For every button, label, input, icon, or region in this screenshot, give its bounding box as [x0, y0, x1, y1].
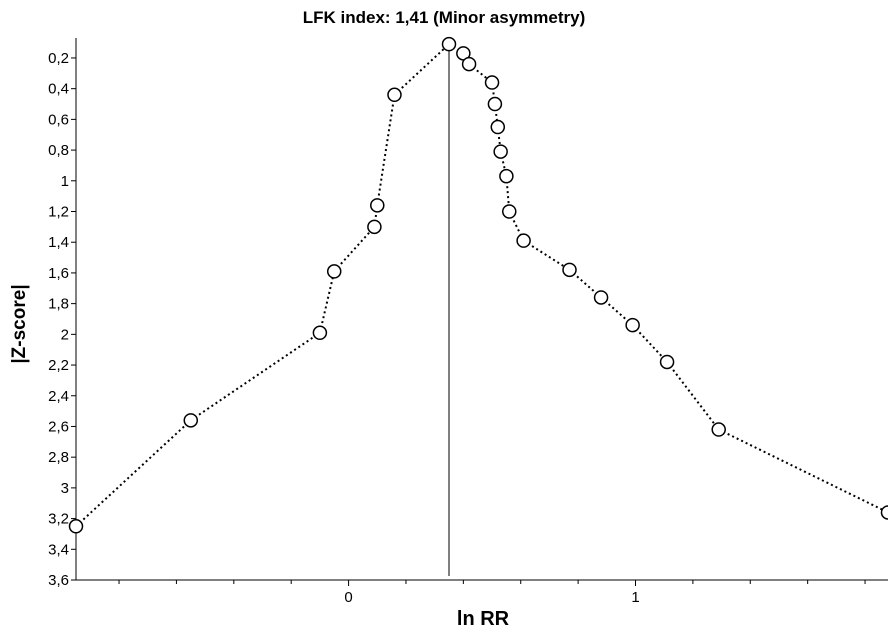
y-tick-label: 2,2	[48, 357, 69, 374]
connector-segment	[376, 94, 396, 206]
data-point	[487, 96, 503, 112]
data-point	[880, 505, 888, 520]
connector-segment	[666, 361, 720, 431]
data-point	[461, 56, 477, 72]
data-point	[441, 36, 457, 52]
y-tick-label: 2	[61, 326, 69, 343]
data-point	[593, 290, 609, 305]
data-point	[493, 144, 508, 159]
data-point	[711, 422, 726, 437]
y-tick-label: 1,8	[48, 296, 69, 313]
data-point	[68, 519, 84, 534]
data-point	[183, 413, 199, 428]
connector-segment	[631, 324, 668, 363]
y-tick-label: 1,6	[48, 265, 69, 282]
connector-segment	[75, 419, 192, 527]
point-layer	[68, 36, 888, 534]
y-tick-label: 3,6	[48, 572, 69, 589]
y-tick-label: 2,8	[48, 449, 69, 466]
data-point	[516, 233, 531, 248]
data-point	[387, 87, 402, 103]
connector-layer	[75, 43, 888, 527]
y-tick-label: 0,6	[48, 111, 69, 128]
y-tick-label: 1,2	[48, 204, 69, 221]
data-point	[502, 204, 517, 219]
connector-segment	[373, 205, 379, 227]
data-point	[499, 168, 514, 184]
y-tick-label: 1	[61, 173, 69, 190]
data-point	[312, 325, 328, 341]
data-point	[490, 119, 506, 135]
y-tick-label: 3	[61, 480, 69, 497]
y-tick-label: 3,4	[48, 541, 69, 558]
y-tick-label: 2,4	[48, 388, 69, 405]
y-tick-label: 1,4	[48, 234, 69, 251]
data-point	[562, 262, 577, 278]
data-point	[484, 75, 500, 90]
connector-segment	[493, 103, 499, 128]
connector-segment	[393, 43, 450, 96]
y-tick-label: 0,8	[48, 142, 69, 159]
connector-segment	[190, 331, 321, 422]
y-tick-label: 0,2	[48, 50, 69, 67]
connector-segment	[491, 82, 496, 105]
data-point	[367, 219, 382, 235]
connector-segment	[318, 271, 336, 334]
connector-segment	[718, 428, 888, 514]
y-tick-label: 0,4	[48, 81, 69, 98]
data-point	[326, 264, 342, 279]
connector-segment	[333, 226, 376, 273]
data-point	[625, 317, 640, 333]
x-tick-label: 1	[631, 589, 639, 606]
chart-title: LFK index: 1,41 (Minor asymmetry)	[302, 8, 586, 27]
connector-segment	[523, 239, 571, 271]
data-point	[370, 198, 385, 213]
y-tick-label: 3,2	[48, 511, 69, 528]
axes: 0,2 0,4 0,6 0,8 1 1,2 1,4 1,6 1,8 2 2,2 2,4 2,6 2,8 3 3…	[48, 38, 888, 606]
y-tick-label: 2,6	[48, 418, 69, 435]
x-axis-label: ln RR	[456, 608, 510, 630]
x-tick-label: 0	[344, 589, 352, 606]
data-point	[659, 354, 675, 370]
